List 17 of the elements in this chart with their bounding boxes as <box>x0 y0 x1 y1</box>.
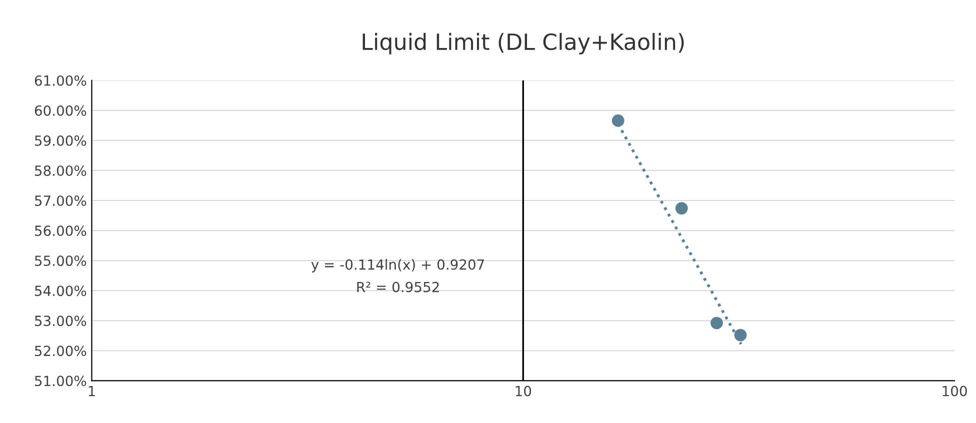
y-tick-label: 55.00% <box>34 256 86 266</box>
y-tick-label: 57.00% <box>34 195 86 206</box>
x-tick-label: 10 <box>516 386 532 396</box>
y-tick-label: 56.00% <box>34 226 86 236</box>
y-tick-label: 53.00% <box>34 316 86 326</box>
y-tick-label: 58.00% <box>34 165 86 176</box>
y-tick-label: 52.00% <box>34 346 86 356</box>
y-tick-label: 60.00% <box>34 105 86 116</box>
annotation: y = -0.114ln(x) + 0.9207 <box>311 259 484 272</box>
y-tick-label: 54.00% <box>34 286 86 296</box>
chart-title: Liquid Limit (DL Clay+Kaolin) <box>362 32 684 54</box>
y-tick-label: 61.00% <box>34 75 86 86</box>
annotation: R² = 0.9552 <box>357 282 439 292</box>
x-tick-label: 100 <box>942 386 967 396</box>
y-tick-label: 51.00% <box>34 376 86 386</box>
y-tick-label: 59.00% <box>34 135 86 146</box>
x-tick-label: 1 <box>88 386 95 396</box>
